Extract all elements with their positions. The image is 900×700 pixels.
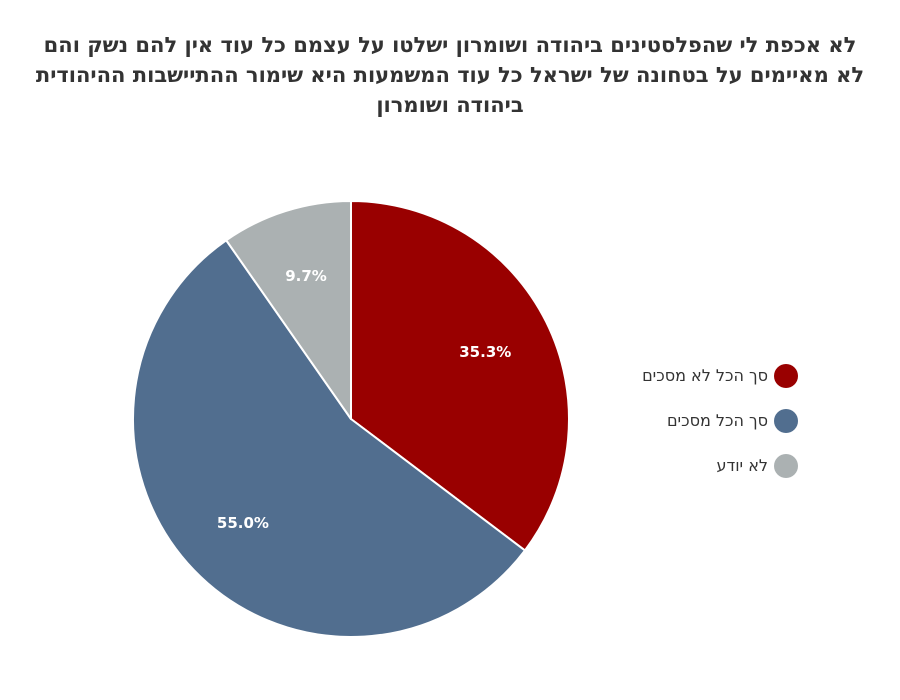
legend-label-disagree: סך הכל לא מסכים xyxy=(642,366,768,385)
legend-marker-dont-know xyxy=(774,453,798,478)
pie-slice-disagree[interactable] xyxy=(350,200,570,552)
legend-item-dont-know[interactable]: לא יודע xyxy=(642,453,798,478)
legend-label-dont-know: לא יודע xyxy=(716,456,768,475)
pie-label-disagree: 35.3% xyxy=(459,343,511,361)
chart-title: לא אכפת לי שהפלסטינים ביהודה ושומרון ישל… xyxy=(35,33,865,117)
legend-item-disagree[interactable]: סך הכל לא מסכים xyxy=(642,363,798,388)
legend: סך הכל לא מסכים סך הכל מסכים לא יודע xyxy=(642,363,798,498)
legend-label-agree: סך הכל מסכים xyxy=(666,411,768,430)
pie-label-dont-know: 9.7% xyxy=(285,267,327,285)
pie-slice-dont-know[interactable] xyxy=(225,200,352,420)
legend-marker-agree xyxy=(774,408,798,433)
pie-label-agree: 55.0% xyxy=(217,514,269,532)
legend-marker-disagree xyxy=(774,363,798,388)
pie-slices xyxy=(132,200,570,638)
pie-slice-agree[interactable] xyxy=(132,239,526,638)
legend-item-agree[interactable]: סך הכל מסכים xyxy=(642,408,798,433)
pie-data-labels: 35.3% 55.0% 9.7% xyxy=(217,267,511,532)
